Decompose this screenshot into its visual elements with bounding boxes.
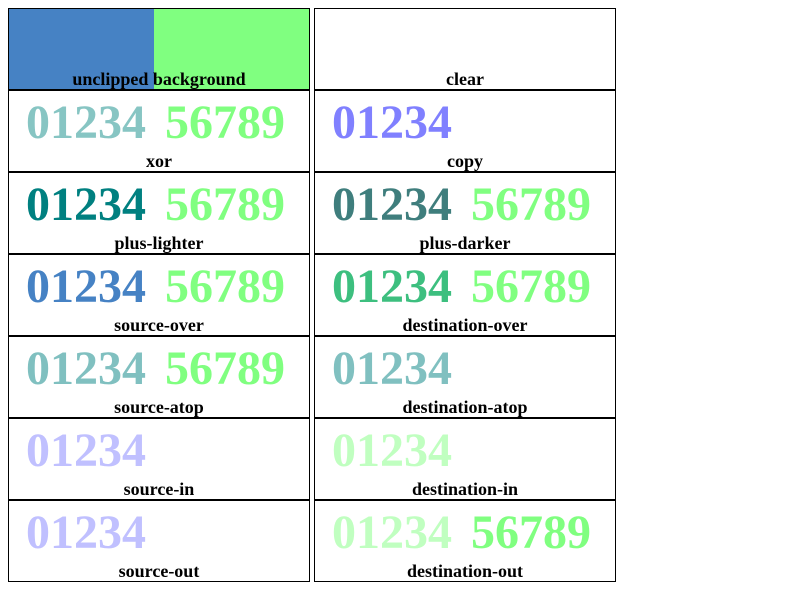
digits-left: 01234	[332, 96, 452, 149]
digits-left: 01234	[26, 506, 146, 559]
digits-left: 01234	[26, 178, 146, 231]
cell-unclipped-background: unclipped background	[8, 8, 310, 90]
digits-left: 01234	[26, 96, 146, 149]
cell-label: xor	[146, 151, 172, 171]
cell-label: source-over	[114, 315, 204, 335]
digits-left: 01234	[26, 260, 146, 313]
cell-label: destination-in	[411, 479, 519, 499]
cell-copy: 01234 copy	[314, 90, 616, 172]
cell-destination-in: 01234 destination-in	[314, 418, 616, 500]
digits-left: 01234	[332, 424, 452, 477]
cell-label: copy	[447, 151, 483, 171]
cell-destination-over: 01234 56789 destination-over	[314, 254, 616, 336]
cell-clear: clear	[314, 8, 616, 90]
digits-left: 01234	[332, 178, 452, 231]
digits-left: 01234	[332, 342, 452, 395]
digits-right: 56789	[165, 342, 285, 395]
cell-source-out: 01234 source-out	[8, 500, 310, 582]
cell-label: plus-lighter	[114, 233, 204, 253]
cell-label: destination-over	[402, 315, 528, 335]
cell-label: destination-out	[406, 561, 523, 581]
cell-plus-lighter: 01234 56789 plus-lighter	[8, 172, 310, 254]
cell-source-over: 01234 56789 source-over	[8, 254, 310, 336]
blue-background-block	[9, 9, 154, 89]
composite-grid: unclipped background clear 01234 56789 x…	[8, 8, 616, 582]
cell-label: clear	[446, 69, 484, 89]
digits-left: 01234	[332, 260, 452, 313]
cell-source-atop: 01234 56789 source-atop	[8, 336, 310, 418]
cell-destination-out: 01234 56789 destination-out	[314, 500, 616, 582]
digits-right: 56789	[471, 260, 591, 313]
cell-label: destination-atop	[402, 397, 528, 417]
cell-destination-atop: 01234 destination-atop	[314, 336, 616, 418]
cell-xor: 01234 56789 xor	[8, 90, 310, 172]
cell-label: plus-darker	[419, 233, 511, 253]
cell-label: source-atop	[114, 397, 204, 417]
digits-right: 56789	[165, 178, 285, 231]
digits-left: 01234	[26, 342, 146, 395]
digits-right: 56789	[471, 506, 591, 559]
digits-right: 56789	[165, 96, 285, 149]
cell-source-in: 01234 source-in	[8, 418, 310, 500]
cell-plus-darker: 01234 56789 plus-darker	[314, 172, 616, 254]
digits-left: 01234	[26, 424, 146, 477]
cell-label: source-out	[118, 561, 200, 581]
digits-right: 56789	[471, 178, 591, 231]
green-background-block	[154, 9, 309, 89]
cell-label: unclipped background	[72, 69, 246, 89]
digits-right: 56789	[165, 260, 285, 313]
digits-left: 01234	[332, 506, 452, 559]
cell-label: source-in	[123, 479, 195, 499]
